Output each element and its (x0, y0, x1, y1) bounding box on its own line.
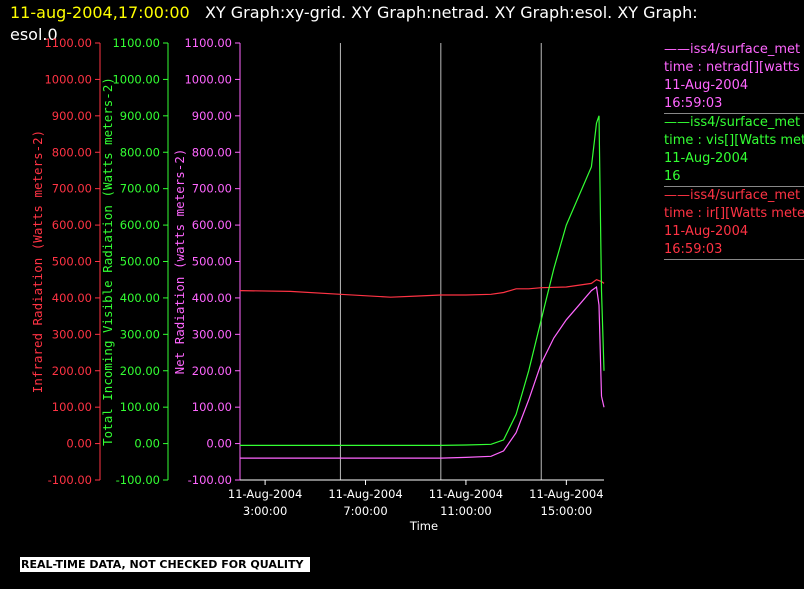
netrad-tick-label: 900.00 (192, 109, 232, 123)
netrad-tick-label: 1100.00 (184, 36, 232, 50)
ir-tick-label: 400.00 (52, 291, 92, 305)
ir-tick-label: 100.00 (52, 400, 92, 414)
vis-tick-label: 400.00 (120, 291, 160, 305)
netrad-tick-label: 800.00 (192, 145, 232, 159)
vis-tick-label: 1100.00 (112, 36, 160, 50)
vis-tick-label: 100.00 (120, 400, 160, 414)
vis-tick-label: 0.00 (134, 437, 160, 451)
x-tick-time: 11:00:00 (440, 504, 492, 518)
legend-line: time : ir[][Watts meters (664, 206, 804, 221)
netrad-tick-label: 100.00 (192, 400, 232, 414)
legend-line: ——iss4/surface_met (664, 115, 801, 130)
legend-line: ——iss4/surface_met (664, 188, 801, 203)
ir-axis-title: Infrared Radiation (Watts meters-2) (30, 130, 45, 393)
ir-tick-label: 600.00 (52, 218, 92, 232)
netrad-tick-label: 200.00 (192, 364, 232, 378)
legend-line: time : vis[][Watts meter (664, 133, 804, 148)
vis-tick-label: 300.00 (120, 327, 160, 341)
netrad-tick-label: 300.00 (192, 327, 232, 341)
ir-tick-label: 300.00 (52, 327, 92, 341)
netrad-tick-label: 0.00 (206, 437, 232, 451)
x-tick-time: 7:00:00 (343, 504, 387, 518)
x-tick-time: 3:00:00 (243, 504, 287, 518)
vis-tick-label: 800.00 (120, 145, 160, 159)
netrad-axis-title: Net Radiation (watts meters-2) (172, 149, 187, 375)
title-text: XY Graph:xy-grid. XY Graph:netrad. XY Gr… (204, 3, 698, 22)
title-timestamp: 11-aug-2004,17:00:00 (10, 3, 190, 22)
ir-tick-label: 0.00 (66, 437, 92, 451)
ir-tick-label: -100.00 (48, 473, 92, 487)
vis-tick-label: 700.00 (120, 182, 160, 196)
ir-tick-label: 800.00 (52, 145, 92, 159)
legend-line: 11-Aug-2004 (664, 78, 749, 93)
x-tick-date: 11-Aug-2004 (529, 487, 603, 501)
vis-tick-label: -100.00 (116, 473, 160, 487)
vis-tick-label: 500.00 (120, 255, 160, 269)
ir-tick-label: 1100.00 (44, 36, 92, 50)
vis-tick-label: 200.00 (120, 364, 160, 378)
ir-series-line (239, 279, 605, 298)
legend-line: 11-Aug-2004 (664, 151, 749, 166)
ir-tick-label: 900.00 (52, 109, 92, 123)
netrad-tick-label: 400.00 (192, 291, 232, 305)
quality-disclaimer: REAL-TIME DATA, NOT CHECKED FOR QUALITY (20, 557, 311, 572)
ir-tick-label: 700.00 (52, 182, 92, 196)
x-tick-date: 11-Aug-2004 (429, 487, 503, 501)
ir-tick-label: 1000.00 (44, 72, 92, 86)
vis-tick-label: 1000.00 (112, 72, 160, 86)
vis-tick-label: 900.00 (120, 109, 160, 123)
netrad-series-line (240, 285, 605, 459)
ir-tick-label: 200.00 (52, 364, 92, 378)
legend-line: time : netrad[][watts me (664, 60, 804, 75)
netrad-tick-label: 700.00 (192, 182, 232, 196)
x-tick-date: 11-Aug-2004 (228, 487, 302, 501)
x-tick-time: 15:00:00 (541, 504, 593, 518)
vis-axis-title: Total Incoming Visible Radiation (Watts … (100, 77, 115, 446)
vis-tick-label: 600.00 (120, 218, 160, 232)
legend-line: ——iss4/surface_met (664, 42, 801, 57)
netrad-tick-label: 500.00 (192, 255, 232, 269)
legend-line: 11-Aug-2004 (664, 224, 749, 239)
netrad-tick-label: 1000.00 (184, 72, 232, 86)
x-axis-title: Time (409, 519, 438, 533)
vis-series-line (240, 115, 605, 446)
netrad-tick-label: -100.00 (188, 473, 232, 487)
ir-tick-label: 500.00 (52, 255, 92, 269)
legend-line: 16:59:03 (664, 96, 723, 111)
legend-line: 16:59:03 (664, 242, 723, 257)
netrad-tick-label: 600.00 (192, 218, 232, 232)
title-text-line2: esol.0 (10, 25, 58, 44)
graph-title: 11-aug-2004,17:00:00 XY Graph:xy-grid. X… (10, 2, 790, 46)
legend-line: 16 (664, 169, 681, 184)
x-tick-date: 11-Aug-2004 (328, 487, 402, 501)
